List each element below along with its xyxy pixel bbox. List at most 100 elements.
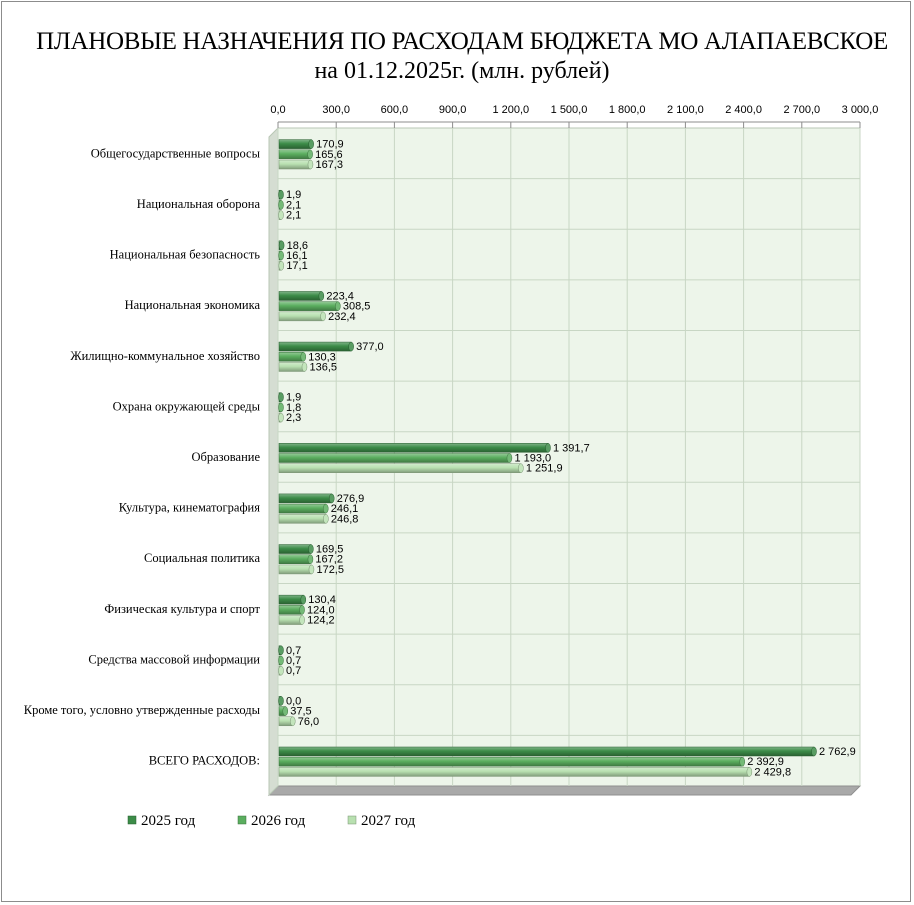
data-label: 18,6 — [287, 240, 308, 252]
bar-cap — [307, 554, 314, 564]
bar — [278, 767, 750, 777]
category-label: Жилищно-коммунальное хозяйство — [70, 349, 260, 363]
data-label: 124,0 — [307, 604, 335, 616]
data-label: 0,7 — [286, 665, 301, 677]
bar-cap — [278, 240, 285, 251]
data-label: 276,9 — [337, 493, 365, 505]
data-label: 1,9 — [286, 392, 301, 404]
bar-cap — [518, 463, 524, 473]
data-label: 17,1 — [286, 260, 307, 272]
data-label: 16,1 — [286, 250, 307, 262]
bar-cap — [278, 696, 284, 706]
data-label: 136,5 — [309, 361, 337, 373]
category-label: Национальная оборона — [137, 197, 261, 211]
category-label: Средства массовой информации — [88, 652, 260, 666]
bar — [278, 139, 312, 149]
bar-cap — [318, 291, 325, 301]
bar — [278, 453, 510, 463]
data-label: 0,7 — [286, 655, 301, 667]
category-label: Культура, кинематография — [119, 501, 260, 515]
bar-cap — [506, 453, 513, 463]
bar-cap — [282, 706, 289, 716]
plot-floor — [267, 785, 862, 796]
data-label: 170,9 — [316, 139, 344, 151]
category-label: Кроме того, условно утвержденные расходы — [24, 703, 261, 717]
bar-cap — [323, 514, 329, 524]
data-label: 167,2 — [315, 554, 343, 566]
data-label: 165,6 — [315, 149, 343, 161]
bar-cap — [545, 443, 551, 453]
bar-cap — [278, 412, 284, 423]
data-label: 2 429,8 — [754, 766, 791, 778]
x-tick-label: 900,0 — [439, 104, 467, 116]
data-label: 76,0 — [298, 716, 319, 728]
data-label: 1 193,0 — [514, 453, 551, 465]
bar — [278, 503, 326, 514]
bar — [278, 443, 549, 453]
bar — [278, 149, 311, 160]
bar-cap — [278, 665, 284, 676]
legend-label: 2026 год — [251, 813, 306, 829]
bar — [278, 605, 303, 615]
bar-cap — [307, 159, 314, 170]
bar-cap — [335, 301, 341, 311]
bar-cap — [300, 594, 307, 605]
bar-cap — [299, 605, 305, 615]
data-label: 308,5 — [343, 301, 371, 313]
bar — [278, 301, 339, 311]
bar — [278, 341, 352, 352]
bar-cap — [308, 564, 315, 575]
data-label: 167,3 — [315, 159, 343, 171]
bar-cap — [322, 503, 329, 514]
bar-cap — [278, 189, 284, 200]
category-label: Образование — [191, 450, 260, 464]
data-label: 2 392,9 — [747, 756, 784, 768]
category-label: Охрана окружающей среды — [113, 399, 261, 413]
bar — [278, 564, 312, 575]
bar — [278, 514, 327, 524]
x-tick-label: 0,0 — [270, 104, 285, 116]
x-tick-label: 1 500,0 — [551, 104, 588, 116]
bar-cap — [348, 341, 354, 352]
category-label: Национальная экономика — [125, 298, 261, 312]
data-label: 2,1 — [286, 210, 301, 222]
bar-cap — [278, 210, 284, 220]
bar — [278, 352, 304, 362]
data-label: 246,1 — [331, 503, 359, 515]
legend-marker — [347, 815, 357, 825]
x-tick-label: 2 700,0 — [783, 104, 820, 116]
bar — [278, 291, 322, 301]
bar — [278, 463, 522, 473]
data-label: 1,8 — [286, 402, 301, 414]
data-label: 1 391,7 — [553, 442, 590, 454]
data-label: 37,5 — [290, 706, 311, 718]
bar-cap — [308, 544, 314, 554]
x-tick-label: 300,0 — [322, 104, 350, 116]
bar — [278, 493, 332, 504]
bar-cap — [308, 139, 314, 149]
data-label: 2,3 — [286, 412, 301, 424]
data-label: 124,2 — [307, 615, 335, 627]
bar-cap — [299, 615, 305, 625]
legend-marker — [127, 815, 137, 825]
bar-cap — [307, 149, 313, 160]
data-label: 130,4 — [308, 594, 336, 606]
x-tick-label: 2 400,0 — [725, 104, 762, 116]
bar — [278, 362, 305, 372]
data-label: 2 762,9 — [819, 746, 856, 758]
bar-cap — [289, 716, 296, 727]
plot-side-wall — [268, 126, 279, 797]
bar — [278, 554, 311, 564]
data-label: 246,8 — [331, 513, 359, 525]
chart-title: ПЛАНОВЫЕ НАЗНАЧЕНИЯ ПО РАСХОДАМ БЮДЖЕТА … — [36, 28, 888, 55]
data-label: 172,5 — [316, 564, 344, 576]
bar-cap — [300, 352, 307, 362]
legend-label: 2027 год — [361, 813, 416, 829]
data-label: 223,4 — [326, 290, 354, 302]
category-label: Национальная безопасность — [110, 248, 261, 262]
data-label: 0,0 — [286, 695, 301, 707]
bar — [278, 746, 815, 757]
bar-cap — [811, 746, 817, 757]
bar — [278, 594, 304, 605]
